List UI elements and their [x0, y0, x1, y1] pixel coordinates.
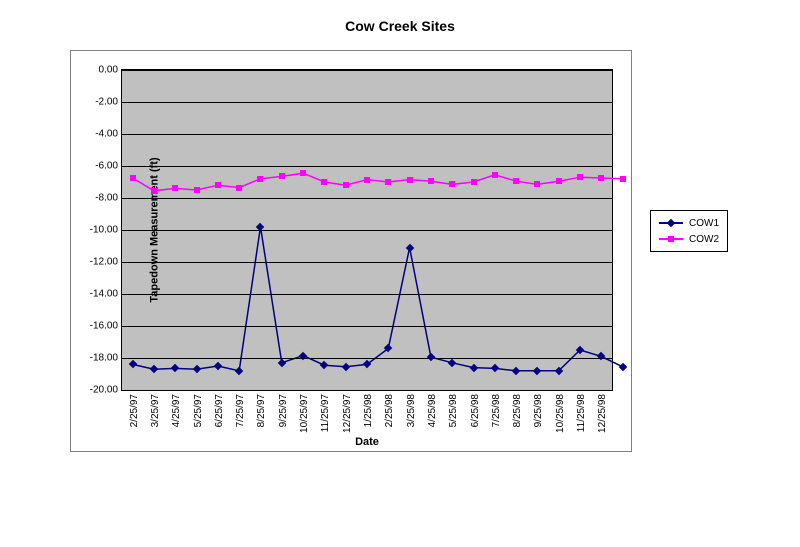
data-marker — [513, 178, 519, 184]
y-tick-label: -4.00 — [95, 129, 118, 140]
data-marker — [385, 179, 391, 185]
y-tick-label: -10.00 — [90, 225, 118, 236]
x-tick-label: 12/25/98 — [597, 394, 608, 433]
legend: COW1 COW2 — [650, 210, 728, 252]
x-tick-label: 3/25/98 — [406, 394, 417, 427]
grid-line — [122, 166, 612, 167]
data-marker — [618, 363, 626, 371]
y-tick-label: -2.00 — [95, 97, 118, 108]
x-tick-label: 1/25/98 — [363, 394, 374, 427]
y-tick-label: -14.00 — [90, 289, 118, 300]
y-tick-label: -8.00 — [95, 193, 118, 204]
legend-marker-cow2 — [668, 236, 674, 242]
grid-line — [122, 390, 612, 391]
legend-line-cow1 — [659, 222, 683, 224]
data-marker — [321, 179, 327, 185]
x-tick-label: 6/25/98 — [470, 394, 481, 427]
y-tick-label: -20.00 — [90, 385, 118, 396]
y-tick-label: 0.00 — [99, 65, 118, 76]
x-tick-label: 6/25/97 — [214, 394, 225, 427]
x-tick-label: 12/25/97 — [342, 394, 353, 433]
series-line — [133, 227, 623, 371]
grid-line — [122, 198, 612, 199]
data-marker — [428, 178, 434, 184]
series-line — [133, 173, 623, 191]
x-tick-label: 11/25/98 — [576, 394, 587, 432]
legend-label-cow2: COW2 — [689, 234, 719, 245]
x-tick-label: 9/25/98 — [533, 394, 544, 427]
data-marker — [194, 187, 200, 193]
x-tick-label: 7/25/98 — [491, 394, 502, 427]
grid-line — [122, 134, 612, 135]
x-tick-label: 8/25/97 — [256, 394, 267, 427]
data-marker — [620, 176, 626, 182]
y-tick-label: -16.00 — [90, 321, 118, 332]
x-tick-label: 11/25/97 — [320, 394, 331, 432]
x-tick-label: 7/25/97 — [235, 394, 246, 427]
chart-title: Cow Creek Sites — [0, 0, 800, 34]
data-marker — [556, 178, 562, 184]
x-tick-label: 4/25/98 — [427, 394, 438, 427]
grid-line — [122, 230, 612, 231]
legend-entry-cow2: COW2 — [659, 231, 719, 247]
data-marker — [492, 172, 498, 178]
x-tick-label: 8/25/98 — [512, 394, 523, 427]
legend-line-cow2 — [659, 238, 683, 240]
x-tick-label: 2/25/98 — [384, 394, 395, 427]
x-tick-label: 3/25/97 — [150, 394, 161, 427]
data-marker — [471, 179, 477, 185]
grid-line — [122, 294, 612, 295]
data-marker — [598, 175, 604, 181]
grid-line — [122, 326, 612, 327]
x-tick-label: 2/25/97 — [129, 394, 140, 427]
legend-entry-cow1: COW1 — [659, 215, 719, 231]
data-marker — [130, 175, 136, 181]
x-axis-label: Date — [355, 436, 379, 448]
grid-line — [122, 70, 612, 71]
data-marker — [236, 185, 242, 191]
legend-label-cow1: COW1 — [689, 218, 719, 229]
data-marker — [364, 177, 370, 183]
data-marker — [300, 170, 306, 176]
data-marker — [257, 176, 263, 182]
data-marker — [534, 181, 540, 187]
x-tick-label: 10/25/98 — [555, 394, 566, 433]
data-marker — [577, 174, 583, 180]
data-marker — [343, 182, 349, 188]
grid-line — [122, 262, 612, 263]
data-marker — [215, 182, 221, 188]
legend-marker-cow1 — [667, 219, 675, 227]
data-marker — [279, 173, 285, 179]
y-tick-label: -6.00 — [95, 161, 118, 172]
x-tick-label: 10/25/97 — [299, 394, 310, 433]
x-tick-label: 5/25/97 — [193, 394, 204, 427]
data-marker — [407, 177, 413, 183]
x-tick-label: 4/25/97 — [171, 394, 182, 427]
y-tick-label: -18.00 — [90, 353, 118, 364]
plot-area: Tapedown Measurement (ft) Date 0.00-2.00… — [121, 69, 613, 391]
x-tick-label: 9/25/97 — [278, 394, 289, 427]
data-marker — [172, 185, 178, 191]
y-tick-label: -12.00 — [90, 257, 118, 268]
data-marker — [151, 188, 157, 194]
plot-outer-frame: Tapedown Measurement (ft) Date 0.00-2.00… — [70, 50, 632, 452]
data-marker — [449, 181, 455, 187]
grid-line — [122, 102, 612, 103]
x-tick-label: 5/25/98 — [448, 394, 459, 427]
